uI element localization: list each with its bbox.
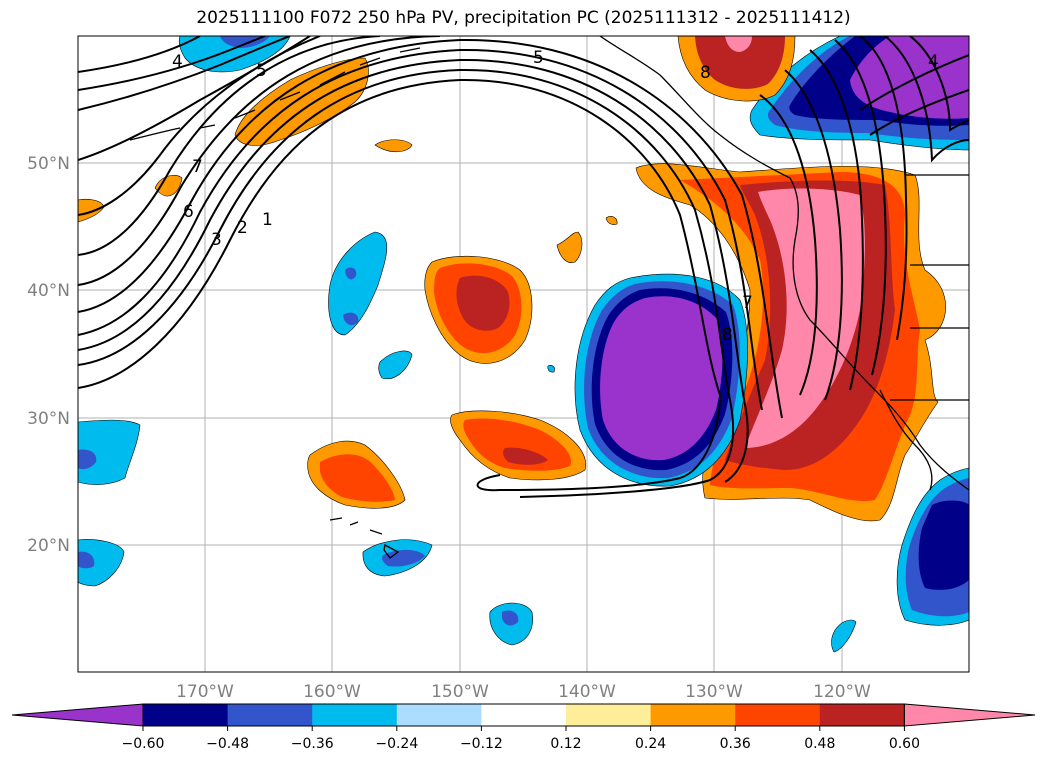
contour-label: 7	[192, 157, 203, 177]
colorbar-swatch	[650, 704, 736, 726]
map-frame	[77, 35, 970, 673]
contour-label: 4	[928, 52, 939, 72]
contour-label: 8	[700, 63, 711, 83]
colorbar-extend-low	[11, 703, 144, 727]
colorbar-swatch	[396, 704, 482, 726]
colorbar-outline	[142, 703, 905, 727]
contour-label: 8	[722, 325, 733, 345]
colorbar-swatch	[566, 704, 652, 726]
map-canvas	[78, 36, 969, 672]
pv-contours	[78, 36, 969, 498]
colorbar-label: −0.60	[122, 736, 165, 752]
lon-label: 130°W	[685, 682, 743, 702]
colorbar-label: −0.36	[291, 736, 334, 752]
negative-field-northwest	[178, 36, 291, 73]
lon-label: 140°W	[558, 682, 616, 702]
colorbar-label: 0.12	[550, 736, 581, 752]
longitude-labels: 170°W 160°W 150°W 140°W 130°W 120°W	[176, 682, 871, 702]
colorbar: −0.60 −0.48 −0.36 −0.24 −0.12 0.12 0.24 0.36 0.4…	[11, 703, 1036, 752]
lon-label: 160°W	[303, 682, 361, 702]
lat-label: 30°N	[27, 409, 70, 429]
colorbar-swatch	[735, 704, 821, 726]
colorbar-label: 0.60	[889, 736, 920, 752]
latitude-labels: 50°N 40°N 30°N 20°N	[27, 154, 70, 556]
contour-label: 7	[742, 293, 753, 313]
colorbar-swatch	[227, 704, 313, 726]
precip-shading	[78, 36, 969, 653]
colorbar-label: 0.48	[804, 736, 835, 752]
contour-label: 6	[183, 202, 194, 222]
contour-label: 2	[237, 218, 248, 238]
positive-field-westcoast-max	[745, 188, 865, 448]
contour-label: 1	[262, 210, 273, 230]
colorbar-label: −0.12	[460, 736, 503, 752]
colorbar-label: 0.24	[635, 736, 666, 752]
colorbar-swatch	[819, 704, 905, 726]
colorbar-label: 0.36	[720, 736, 751, 752]
negative-blob-west	[328, 231, 388, 336]
lat-label: 50°N	[27, 154, 70, 174]
contour-label: 5	[256, 61, 267, 81]
colorbar-swatch	[312, 704, 398, 726]
colorbar-label: −0.48	[206, 736, 249, 752]
lat-label: 40°N	[27, 281, 70, 301]
contour-labels: 4 5 5 8 4 7 6 3 2 1 8 7	[172, 48, 939, 345]
contour-label: 3	[211, 230, 222, 250]
lon-label: 150°W	[431, 682, 489, 702]
colorbar-extend-high	[903, 703, 1036, 727]
lat-label: 20°N	[27, 536, 70, 556]
contour-label: 4	[172, 52, 183, 72]
map-title: 2025111100 F072 250 hPa PV, precipitatio…	[196, 8, 851, 28]
lon-label: 170°W	[176, 682, 234, 702]
colorbar-label: −0.24	[375, 736, 418, 752]
lon-label: 120°W	[813, 682, 871, 702]
coastlines	[129, 36, 969, 559]
colorbar-swatch	[143, 704, 229, 726]
colorbar-swatch	[481, 704, 567, 726]
contour-label: 5	[533, 48, 544, 68]
